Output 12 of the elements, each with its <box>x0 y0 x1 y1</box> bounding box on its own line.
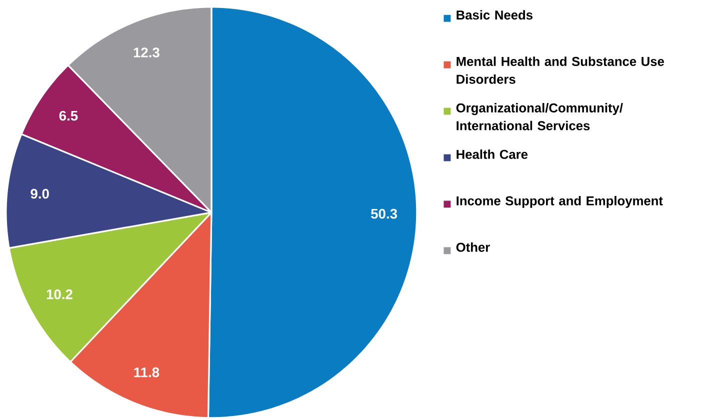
legend-label: Health Care <box>456 150 528 159</box>
legend-label: Income Support and Employment <box>456 196 663 208</box>
data-label: 9.0 <box>30 188 49 199</box>
legend-label: Other <box>456 242 490 252</box>
data-label: 6.5 <box>59 110 78 121</box>
data-label: 10.2 <box>46 289 72 300</box>
legend-label: Organizational/Community/ International Services <box>456 103 623 130</box>
legend-label: Mental Health and Substance Use Disorders <box>456 56 664 84</box>
data-label: 12.3 <box>134 48 160 58</box>
data-label: 11.8 <box>134 367 160 378</box>
data-label: 50.3 <box>371 208 398 219</box>
legend-label: Basic Needs <box>456 10 532 20</box>
